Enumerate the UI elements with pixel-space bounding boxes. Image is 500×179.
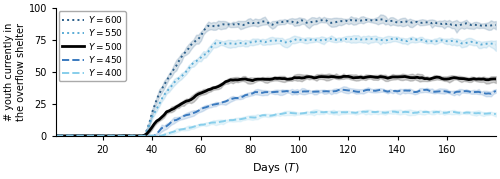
Line: $Y = 550$: $Y = 550$ — [56, 38, 496, 136]
$Y = 600$ — [493, 24, 499, 26]
$Y = 500$ — [448, 77, 454, 79]
Line: $Y = 400$: $Y = 400$ — [56, 112, 496, 136]
$Y = 500$ — [222, 81, 228, 83]
$Y = 600$ — [378, 18, 384, 20]
X-axis label: Days ($T$): Days ($T$) — [252, 161, 300, 175]
$Y = 450$ — [53, 135, 59, 137]
$Y = 500$ — [107, 135, 113, 137]
$Y = 400$ — [107, 135, 113, 137]
$Y = 600$ — [53, 134, 59, 137]
$Y = 500$ — [102, 135, 108, 137]
Line: $Y = 450$: $Y = 450$ — [56, 90, 496, 136]
$Y = 550$ — [448, 40, 454, 42]
$Y = 450$ — [493, 90, 499, 92]
$Y = 600$ — [146, 122, 152, 124]
$Y = 450$ — [104, 135, 110, 137]
$Y = 400$ — [365, 110, 371, 113]
$Y = 550$ — [222, 43, 228, 45]
$Y = 450$ — [222, 100, 228, 103]
$Y = 450$ — [60, 135, 66, 137]
$Y = 550$ — [53, 135, 59, 137]
$Y = 500$ — [483, 79, 489, 81]
$Y = 500$ — [146, 130, 152, 132]
$Y = 550$ — [483, 43, 489, 45]
$Y = 550$ — [60, 135, 66, 137]
$Y = 600$ — [60, 135, 66, 137]
$Y = 400$ — [53, 135, 59, 137]
$Y = 450$ — [146, 135, 152, 137]
$Y = 600$ — [107, 135, 113, 137]
$Y = 550$ — [139, 135, 145, 137]
$Y = 550$ — [104, 135, 110, 137]
$Y = 550$ — [146, 124, 152, 126]
Line: $Y = 600$: $Y = 600$ — [56, 19, 496, 136]
$Y = 600$ — [448, 24, 454, 26]
$Y = 400$ — [493, 113, 499, 115]
$Y = 600$ — [78, 135, 84, 137]
$Y = 500$ — [53, 135, 59, 137]
$Y = 500$ — [343, 75, 349, 78]
$Y = 400$ — [85, 135, 91, 137]
$Y = 550$ — [493, 43, 499, 46]
$Y = 400$ — [146, 135, 152, 137]
$Y = 400$ — [60, 135, 66, 137]
Legend: $Y = 600$, $Y = 550$, $Y = 500$, $Y = 450$, $Y = 400$: $Y = 600$, $Y = 550$, $Y = 500$, $Y = 45… — [58, 11, 126, 81]
$Y = 400$ — [483, 113, 489, 115]
$Y = 500$ — [60, 135, 66, 137]
$Y = 450$ — [338, 88, 344, 91]
$Y = 450$ — [136, 135, 142, 137]
Y-axis label: # youth currently in
the overflow shelter: # youth currently in the overflow shelte… — [4, 23, 26, 121]
Line: $Y = 500$: $Y = 500$ — [56, 76, 496, 136]
$Y = 600$ — [483, 24, 489, 26]
$Y = 450$ — [448, 91, 454, 93]
$Y = 400$ — [448, 111, 454, 113]
$Y = 600$ — [222, 23, 228, 26]
$Y = 550$ — [392, 37, 398, 40]
$Y = 450$ — [483, 93, 489, 95]
$Y = 400$ — [222, 120, 228, 122]
$Y = 500$ — [493, 78, 499, 80]
